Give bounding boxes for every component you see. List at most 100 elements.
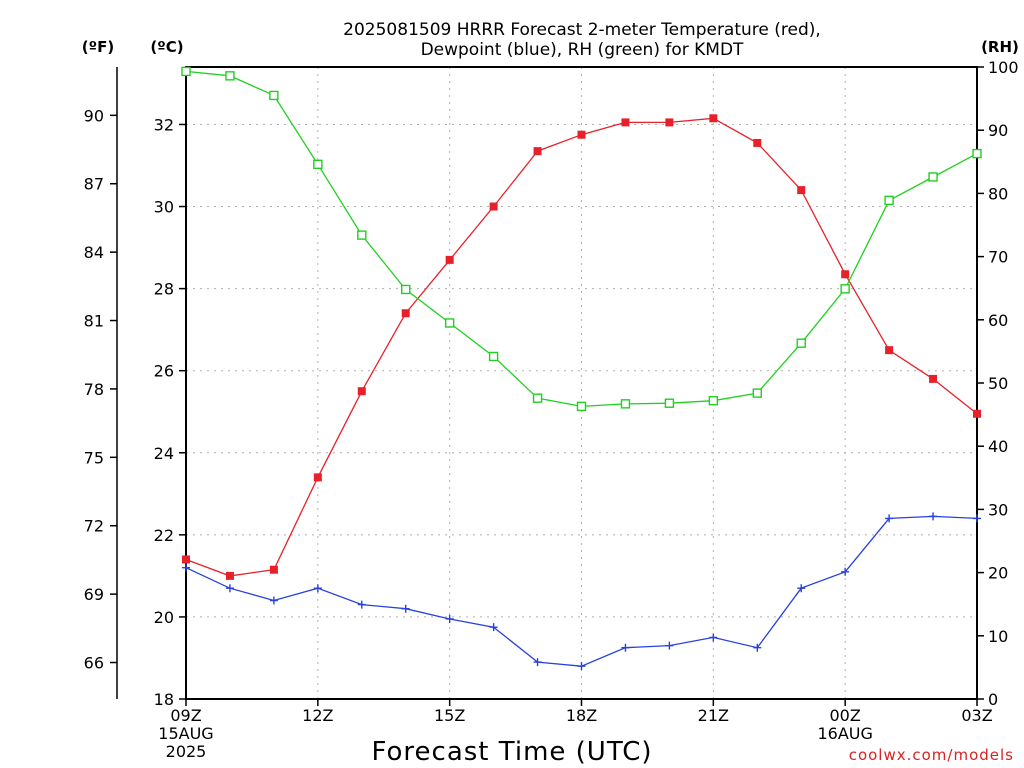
temperature-point <box>841 270 850 279</box>
rh-point <box>488 351 499 362</box>
temperature-point <box>797 186 806 195</box>
rh-point <box>269 90 279 101</box>
x-tick-label: 15Z <box>434 706 465 725</box>
x-tick-label: 18Z <box>566 706 597 725</box>
rh-point <box>181 66 191 77</box>
axes: 18 20 22 24 26 28 30 32 66 69 72 75 78 81 84 87 90 0 10 20 3… <box>84 58 1019 709</box>
dewpoint-point <box>797 584 806 593</box>
rh-tick-label: 70 <box>988 248 1008 267</box>
celsius-tick-label: 28 <box>154 280 174 299</box>
temperature-point <box>929 374 938 383</box>
fahrenheit-unit-label: (ºF) <box>82 38 114 56</box>
dewpoint-point <box>313 584 322 593</box>
rh-point <box>840 284 850 294</box>
chart-title: 2025081509 HRRR Forecast 2-meter Tempera… <box>343 20 821 40</box>
rh-point <box>313 159 323 170</box>
rh-line <box>185 70 978 408</box>
celsius-tick-label: 26 <box>154 362 174 381</box>
fahrenheit-tick-label: 78 <box>84 380 104 399</box>
x-tick-label: 00Z <box>830 706 861 725</box>
rh-point <box>532 393 543 403</box>
celsius-tick-label: 20 <box>154 608 174 627</box>
temperature-point <box>401 309 410 318</box>
rh-unit-label: (RH) <box>981 38 1019 56</box>
rh-point <box>928 172 938 182</box>
dewpoint-point <box>709 633 718 642</box>
temperature-point <box>357 387 366 396</box>
rh-point <box>664 398 675 408</box>
dewpoint-point <box>929 512 938 521</box>
fahrenheit-tick-label: 84 <box>84 243 104 262</box>
dewpoint-point <box>753 643 762 652</box>
x-tick-label: 2025 <box>166 742 207 761</box>
fahrenheit-tick-label: 75 <box>84 448 104 467</box>
celsius-tick-label: 30 <box>154 198 174 217</box>
fahrenheit-tick-label: 66 <box>84 654 104 673</box>
celsius-tick-label: 18 <box>154 690 174 709</box>
dewpoint-point <box>533 658 542 667</box>
x-tick-label: 16AUG <box>817 724 872 743</box>
dewpoint-point <box>401 604 410 613</box>
x-tick-label: 03Z <box>961 706 992 725</box>
temperature-point <box>313 473 322 482</box>
celsius-tick-label: 22 <box>154 526 174 545</box>
rh-point <box>401 284 411 295</box>
temperature-point <box>269 565 278 574</box>
temperature-point <box>885 346 894 355</box>
rh-point <box>620 399 631 409</box>
dewpoint-point <box>445 614 454 623</box>
x-axis-label: Forecast Time (UTC) <box>371 737 652 767</box>
temperature-point <box>753 138 762 147</box>
celsius-tick-label: 32 <box>154 115 174 134</box>
temperature-point <box>489 202 498 211</box>
x-tick-label: 12Z <box>302 706 333 725</box>
temperature-point <box>621 118 630 127</box>
dewpoint-point <box>885 514 894 523</box>
fahrenheit-tick-label: 87 <box>84 175 104 194</box>
fahrenheit-tick-label: 72 <box>84 517 104 536</box>
rh-point <box>357 230 367 240</box>
rh-tick-label: 0 <box>988 690 998 709</box>
rh-point <box>708 395 719 406</box>
rh-tick-label: 80 <box>988 184 1008 203</box>
series-layer <box>181 66 982 671</box>
rh-tick-label: 40 <box>988 437 1008 456</box>
dewpoint-point <box>577 662 586 671</box>
fahrenheit-tick-label: 81 <box>84 312 104 331</box>
temperature-point <box>533 147 542 156</box>
x-tick-label: 15AUG <box>158 724 213 743</box>
dewpoint-point <box>182 563 190 572</box>
rh-point <box>884 195 894 206</box>
temperature-point <box>973 409 981 418</box>
celsius-tick-label: 24 <box>154 444 174 463</box>
rh-tick-label: 30 <box>988 500 1008 519</box>
credit-text: coolwx.com/models <box>849 746 1014 764</box>
temperature-point <box>665 118 674 127</box>
dewpoint-point <box>225 584 234 593</box>
temperature-point <box>577 130 586 139</box>
dewpoint-point <box>357 600 366 609</box>
rh-tick-label: 10 <box>988 627 1008 646</box>
rh-point <box>444 318 455 328</box>
x-tick-label: 09Z <box>170 706 201 725</box>
rh-point <box>752 388 762 398</box>
temperature-point <box>225 571 234 580</box>
rh-tick-label: 20 <box>988 564 1008 583</box>
rh-tick-label: 90 <box>988 121 1008 140</box>
fahrenheit-tick-label: 69 <box>84 585 104 604</box>
rh-point <box>576 401 587 412</box>
rh-point <box>972 148 982 159</box>
temperature-point <box>709 114 718 123</box>
celsius-unit-label: (ºC) <box>150 38 183 56</box>
dewpoint-point <box>621 643 630 652</box>
temperature-point <box>445 255 454 264</box>
rh-point <box>225 71 235 81</box>
dewpoint-point <box>269 596 278 605</box>
dewpoint-point <box>973 514 981 523</box>
rh-tick-label: 100 <box>988 58 1019 77</box>
temperature-point <box>182 555 190 564</box>
rh-point <box>796 338 806 348</box>
x-tick-label: 21Z <box>698 706 729 725</box>
